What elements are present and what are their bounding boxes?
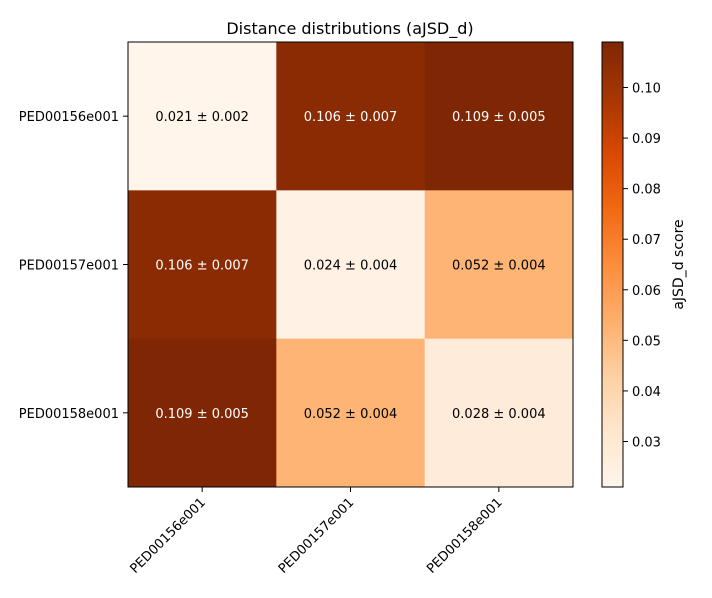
- heatmap-cell: [276, 42, 426, 191]
- heatmap-cell-label: 0.052 ± 0.004: [304, 407, 398, 422]
- heatmap-cell-labels: 0.021 ± 0.002 0.106 ± 0.007 0.109 ± 0.005 0…: [155, 110, 545, 422]
- heatmap-cell-label: 0.106 ± 0.007: [155, 259, 249, 274]
- colorbar-tick-label: 0.04: [632, 385, 661, 400]
- heatmap-cell-label: 0.106 ± 0.007: [304, 110, 398, 125]
- heatmap-cell: [276, 338, 426, 488]
- x-tick-label: PED00156e001: [128, 495, 209, 576]
- heatmap-cell-label: 0.021 ± 0.002: [155, 110, 249, 125]
- colorbar-tick-label: 0.07: [632, 233, 661, 248]
- y-tick-label: PED00156e001: [19, 110, 119, 125]
- x-axis: PED00156e001 PED00157e001 PED00158e001: [128, 487, 506, 577]
- x-tick-label: PED00157e001: [276, 495, 357, 576]
- y-axis: PED00156e001 PED00157e001 PED00158e001: [19, 110, 128, 422]
- y-tick-label: PED00158e001: [19, 407, 119, 422]
- heatmap-cell: [128, 190, 277, 340]
- heatmap-cell: [128, 42, 277, 191]
- colorbar-label: aJSD_d score: [671, 219, 687, 309]
- y-tick-label: PED00157e001: [19, 259, 119, 274]
- heatmap-cell-label: 0.109 ± 0.005: [155, 407, 249, 422]
- heatmap-cell: [424, 190, 574, 340]
- heatmap-cell: [424, 338, 574, 488]
- heatmap-cell-label: 0.109 ± 0.005: [452, 110, 546, 125]
- colorbar-tick-label: 0.10: [632, 82, 661, 97]
- colorbar: [601, 41, 624, 488]
- heatmap-cell-label: 0.024 ± 0.004: [304, 259, 398, 274]
- colorbar-tick-label: 0.03: [632, 435, 661, 450]
- chart-title: Distance distributions (aJSD_d): [226, 19, 473, 39]
- colorbar-tick-label: 0.06: [632, 284, 661, 299]
- heatmap-cell: [128, 338, 277, 488]
- x-tick-label: PED00158e001: [424, 495, 505, 576]
- colorbar-tick-label: 0.05: [632, 334, 661, 349]
- heatmap-cell-label: 0.028 ± 0.004: [452, 407, 546, 422]
- heatmap-cell: [276, 190, 426, 340]
- colorbar-axis: 0.03 0.04 0.05 0.06 0.07 0.08 0.09 0.10: [623, 82, 661, 450]
- heatmap-cell-label: 0.052 ± 0.004: [452, 259, 546, 274]
- heatmap-cells: [128, 42, 574, 488]
- colorbar-tick-label: 0.08: [632, 183, 661, 198]
- colorbar-tick-label: 0.09: [632, 132, 661, 147]
- heatmap-cell: [424, 42, 574, 191]
